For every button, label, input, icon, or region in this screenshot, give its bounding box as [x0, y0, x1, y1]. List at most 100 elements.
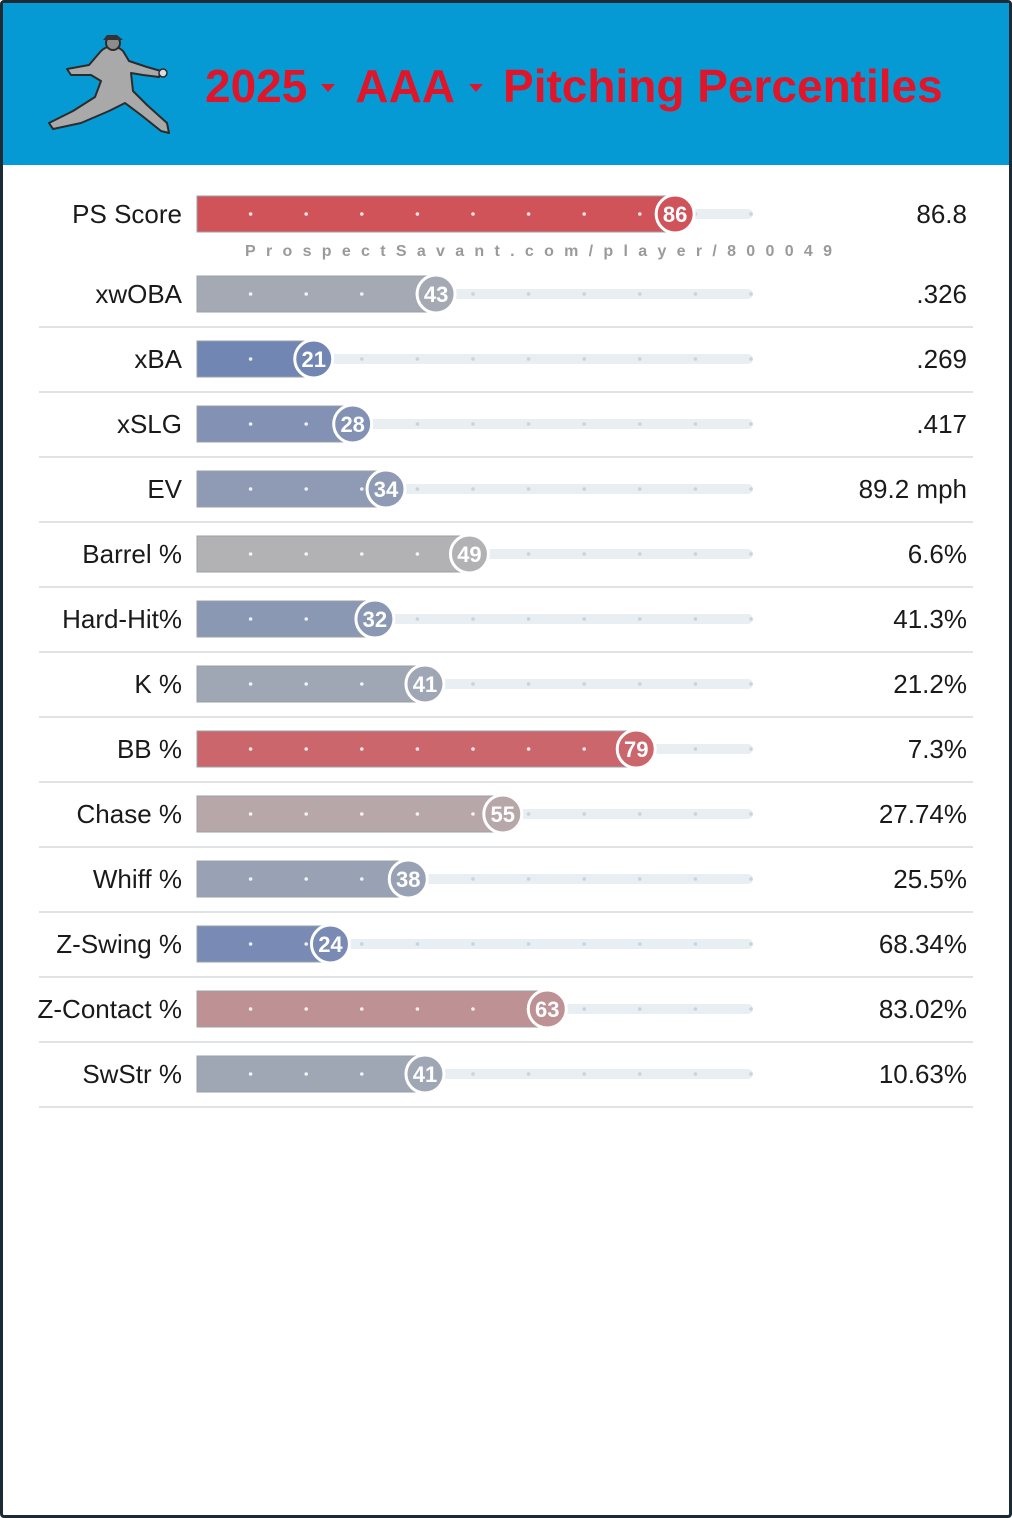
player-url-watermark: ProspectSavant.com/player/800049 — [245, 243, 843, 260]
bar-tick — [248, 487, 253, 491]
percentile-badge-label: 34 — [374, 477, 399, 502]
bar-tick — [304, 552, 309, 556]
track-tick — [360, 942, 364, 946]
track-tick — [749, 747, 753, 751]
percentile-badge — [332, 403, 374, 445]
track-tick — [471, 682, 475, 686]
track-tick — [638, 357, 642, 361]
bar-tick — [248, 747, 253, 751]
metric-value: 41.3% — [893, 604, 967, 634]
percentile-bar — [196, 470, 387, 508]
metric-label: Barrel % — [82, 539, 182, 569]
percentile-badge — [448, 533, 490, 575]
track-tick — [693, 812, 698, 816]
metric-value: 27.74% — [878, 799, 967, 829]
track-tick — [693, 552, 698, 556]
bar-tick — [360, 552, 364, 556]
track-tick — [582, 552, 586, 556]
track-tick — [749, 552, 753, 556]
track-tick — [582, 422, 586, 426]
bar-tick — [248, 357, 253, 361]
percentile-badge-label: 41 — [413, 1062, 437, 1087]
percentile-badge — [309, 923, 351, 965]
percentile-bar — [196, 1055, 426, 1093]
header-bar: 2025 AAA Pitching Percentiles — [3, 3, 1009, 165]
bar-tick — [360, 812, 364, 816]
bar-tick — [304, 812, 309, 816]
percentile-bar — [196, 860, 409, 898]
percentile-badge — [387, 858, 429, 900]
track-tick — [693, 1072, 698, 1076]
track-tick — [471, 357, 475, 361]
bar-tick — [582, 747, 586, 751]
track-tick — [360, 357, 364, 361]
track-tick — [749, 1072, 753, 1076]
bar-tick — [304, 747, 309, 751]
bar-tick — [304, 422, 309, 426]
bar-tick — [304, 292, 309, 296]
bar-tick — [415, 212, 420, 216]
percentile-bar — [196, 795, 504, 833]
percentile-badge — [654, 193, 696, 235]
track-tick — [582, 1007, 586, 1011]
level-dropdown[interactable]: AAA — [355, 59, 484, 113]
track-tick — [415, 942, 420, 946]
track-tick — [749, 422, 753, 426]
metric-value: 68.34% — [878, 929, 967, 959]
track-tick — [471, 292, 475, 296]
percentile-chart: 86 43 21 28 34 49 32 41 79 55 38 24 63 41 — [39, 193, 973, 1108]
bar-tick — [248, 1072, 253, 1076]
track-tick — [471, 617, 475, 621]
track-tick — [693, 942, 698, 946]
track-tick — [638, 812, 642, 816]
track-tick — [693, 1007, 698, 1011]
track-tick — [526, 812, 531, 816]
bar-tick — [304, 487, 309, 491]
percentile-badge — [404, 663, 446, 705]
percentile-badge — [365, 468, 407, 510]
bar-tick — [304, 877, 309, 881]
percentile-bar — [196, 600, 376, 638]
bar-tick — [360, 682, 364, 686]
metric-value: 86.8 — [916, 199, 967, 229]
percentile-badge — [293, 338, 335, 380]
bar-tick — [360, 212, 364, 216]
track-tick — [526, 357, 531, 361]
year-dropdown[interactable]: 2025 — [205, 59, 336, 113]
bar-tick — [248, 877, 253, 881]
percentile-badge-label: 49 — [457, 542, 481, 567]
level-label: AAA — [355, 60, 456, 112]
track-tick — [638, 552, 642, 556]
track-tick — [415, 487, 420, 491]
chevron-down-icon — [321, 84, 336, 92]
title-text: Pitching Percentiles — [503, 60, 943, 112]
metric-value: 25.5% — [893, 864, 967, 894]
track-tick — [471, 1072, 475, 1076]
percentile-badge — [354, 598, 396, 640]
percentile-badge-label: 79 — [624, 737, 648, 762]
track-tick — [749, 212, 753, 216]
track-tick — [415, 617, 420, 621]
track-tick — [526, 877, 531, 881]
track-tick — [638, 877, 642, 881]
bar-tick — [471, 212, 475, 216]
bar-tick — [471, 747, 475, 751]
bar-tick — [248, 422, 253, 426]
track-tick — [526, 617, 531, 621]
track-tick — [638, 942, 642, 946]
metric-label: PS Score — [72, 199, 182, 229]
track-tick — [415, 357, 420, 361]
percentile-badge-label: 21 — [302, 347, 326, 372]
track-tick — [693, 617, 698, 621]
track-tick — [582, 487, 586, 491]
percentile-bar — [196, 195, 676, 233]
track-tick — [526, 422, 531, 426]
metric-value: 21.2% — [893, 669, 967, 699]
track-tick — [582, 682, 586, 686]
track-tick — [693, 877, 698, 881]
bar-tick — [471, 1007, 475, 1011]
track-tick — [582, 942, 586, 946]
chevron-down-icon — [469, 84, 484, 92]
metric-value: 89.2 mph — [858, 474, 967, 504]
bar-tick — [526, 747, 531, 751]
